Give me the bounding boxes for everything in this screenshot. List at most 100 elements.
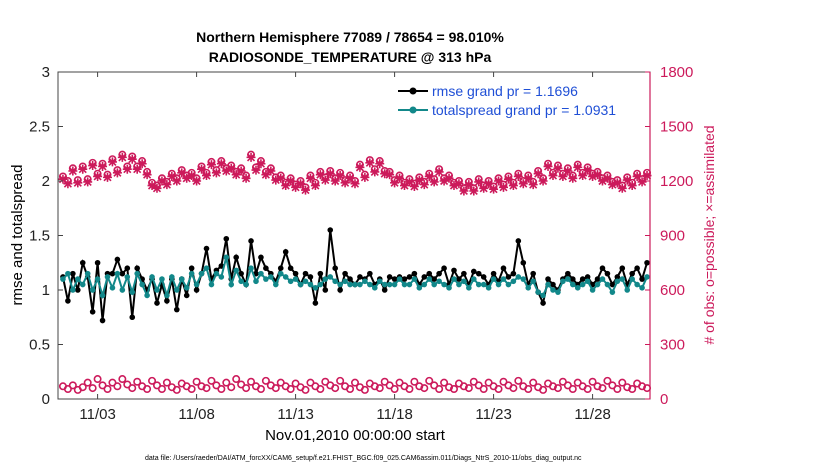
series-point [644, 274, 650, 280]
series-point [639, 276, 645, 282]
obs-possible-point [346, 385, 355, 394]
series-point [65, 298, 71, 304]
obs-possible-point [271, 384, 280, 393]
series-point [134, 270, 140, 277]
series-point [272, 281, 279, 288]
obs-assimilated-point [281, 181, 291, 191]
obs-possible-point [123, 380, 132, 389]
obs-possible-point [598, 384, 607, 393]
y-tick-label: 0.5 [29, 337, 50, 354]
obs-possible-point [410, 377, 419, 386]
obs-assimilated-point [132, 164, 142, 174]
series-point [416, 285, 423, 291]
obs-possible-point [459, 382, 468, 391]
obs-possible-point [286, 385, 295, 394]
obs-assimilated-point [375, 159, 385, 169]
series-point [495, 281, 502, 288]
series-point [203, 265, 210, 272]
obs-assimilated-point [548, 171, 558, 181]
obs-assimilated-point [345, 173, 355, 183]
series-point [466, 285, 472, 291]
obs-assimilated-point [197, 164, 207, 174]
series-point [198, 270, 205, 277]
obs-possible-point [68, 381, 77, 390]
series-point [629, 270, 635, 277]
obs-assimilated-point [58, 174, 68, 184]
series-point [357, 274, 363, 280]
series-point [436, 270, 442, 277]
series-point [629, 276, 635, 282]
obs-assimilated-point [617, 183, 627, 193]
obs-assimilated-point [127, 154, 137, 164]
obs-possible-point [98, 381, 107, 390]
series-point [233, 254, 239, 261]
series-point [74, 276, 81, 282]
series-point [579, 281, 586, 288]
series-point [624, 287, 631, 293]
series-point [149, 274, 155, 280]
obs-possible-point [118, 375, 127, 384]
series-point [505, 274, 512, 280]
obs-assimilated-point [320, 175, 330, 185]
obs-possible-point [415, 382, 424, 391]
series-point [550, 281, 556, 288]
series-point [510, 270, 517, 277]
series-point [94, 259, 101, 266]
obs-assimilated-point [221, 166, 231, 176]
obs-assimilated-point [231, 170, 241, 180]
series-point [441, 281, 447, 288]
data-file-footer: data file: /Users/raeder/DAI/ATM_forcXX/… [145, 455, 582, 462]
series-point [535, 289, 541, 295]
obs-possible-point [375, 384, 384, 393]
obs-assimilated-point [637, 177, 647, 187]
series-point [451, 276, 457, 282]
obs-assimilated-point [588, 171, 598, 181]
series-point [327, 274, 334, 280]
obs-possible-point [227, 383, 236, 392]
series-point [490, 270, 497, 277]
series-point [470, 276, 477, 282]
obs-possible-point [539, 385, 548, 394]
obs-possible-point [474, 381, 483, 390]
y2-tick-label: 900 [660, 228, 685, 245]
y-axis-label: rmse and totalspread [9, 165, 26, 306]
series-point [456, 281, 462, 288]
obs-assimilated-point [226, 163, 236, 173]
legend-marker-rmse [409, 87, 417, 95]
series-point [555, 289, 561, 295]
series-point [584, 278, 591, 285]
obs-possible-point [232, 375, 241, 384]
series-point [411, 270, 418, 277]
series-point [164, 292, 170, 299]
series-point [258, 270, 264, 277]
x-tick-label: 11/18 [376, 406, 412, 423]
obs-possible-point [395, 378, 404, 387]
chart-subtitle: RADIOSONDE_TEMPERATURE @ 313 hPa [209, 49, 492, 65]
series-point [70, 287, 76, 293]
obs-possible-point [197, 382, 206, 391]
obs-assimilated-point [508, 181, 518, 191]
series-3 [58, 152, 652, 196]
series-point [65, 270, 71, 277]
obs-possible-point [350, 378, 359, 387]
obs-assimilated-point [454, 179, 464, 189]
obs-assimilated-point [390, 178, 400, 188]
series-point [367, 281, 373, 288]
series-point [485, 285, 492, 291]
series-point [599, 265, 606, 272]
series-point [178, 276, 185, 282]
x-tick-label: 11/28 [574, 406, 610, 423]
obs-possible-point [192, 377, 201, 386]
obs-assimilated-point [583, 165, 593, 175]
obs-assimilated-point [167, 171, 177, 181]
y2-tick-label: 1500 [660, 119, 693, 136]
obs-possible-point [202, 384, 211, 393]
legend-label-rmse: rmse grand pr = 1.1696 [432, 83, 578, 99]
series-point [312, 285, 319, 291]
obs-assimilated-point [494, 176, 504, 186]
series-point [540, 292, 546, 299]
obs-possible-point [514, 376, 523, 385]
obs-assimilated-point [365, 158, 375, 168]
obs-possible-point [420, 384, 429, 393]
obs-possible-point [83, 378, 92, 387]
